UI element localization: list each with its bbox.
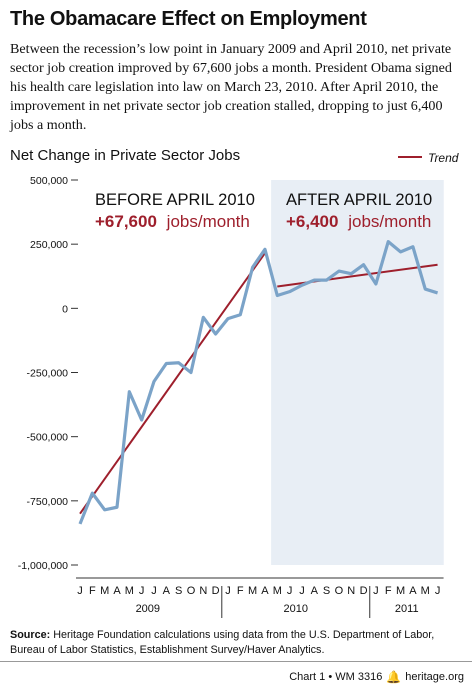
x-tick-label: A bbox=[261, 585, 269, 597]
x-tick-label: D bbox=[360, 585, 368, 597]
y-tick-label: 250,000 bbox=[30, 239, 68, 251]
x-tick-label: F bbox=[385, 585, 392, 597]
x-tick-label: D bbox=[212, 585, 220, 597]
y-tick-label: -250,000 bbox=[27, 368, 69, 380]
x-tick-label: N bbox=[347, 585, 355, 597]
x-tick-label: O bbox=[187, 585, 196, 597]
x-tick-label: A bbox=[163, 585, 171, 597]
footer: Chart 1 • WM 3316 🔔 heritage.org bbox=[289, 670, 464, 684]
x-tick-label: A bbox=[409, 585, 417, 597]
y-axis: 500,000 250,000 0 -250,000 -500,000 -750,000 -… bbox=[18, 175, 78, 572]
after-value-line: +6,400 jobs/month bbox=[286, 212, 431, 231]
x-tick-label: F bbox=[237, 585, 244, 597]
liberty-bell-icon: 🔔 bbox=[386, 670, 402, 684]
before-value: +67,600 bbox=[95, 212, 157, 231]
x-tick-label: M bbox=[100, 585, 109, 597]
site-link[interactable]: heritage.org bbox=[405, 671, 464, 683]
x-tick-label: J bbox=[435, 585, 441, 597]
source-text: Heritage Foundation calculations using d… bbox=[10, 629, 435, 656]
jobs-chart: 500,000 250,000 0 -250,000 -500,000 -750,000 -… bbox=[18, 151, 459, 618]
x-tick-label: O bbox=[335, 585, 344, 597]
chart-legend: Trend bbox=[398, 151, 459, 165]
chart-title: Net Change in Private Sector Jobs bbox=[10, 147, 241, 164]
x-tick-label: J bbox=[139, 585, 145, 597]
after-april-region bbox=[271, 180, 444, 565]
x-year-label: 2011 bbox=[395, 603, 419, 615]
x-year-label: 2010 bbox=[284, 603, 308, 615]
series-line bbox=[78, 240, 439, 525]
y-tick-label: 0 bbox=[62, 303, 68, 315]
trend-line bbox=[79, 252, 266, 515]
x-tick-label: A bbox=[113, 585, 121, 597]
page-title: The Obamacare Effect on Employment bbox=[10, 8, 367, 30]
x-tick-label: M bbox=[421, 585, 430, 597]
before-value-line: +67,600 jobs/month bbox=[95, 212, 250, 231]
after-value: +6,400 bbox=[286, 212, 338, 231]
legend-trend-label: Trend bbox=[428, 151, 459, 165]
x-tick-label: J bbox=[287, 585, 293, 597]
after-unit: jobs/month bbox=[347, 212, 431, 231]
x-tick-label: N bbox=[199, 585, 207, 597]
x-tick-label: M bbox=[248, 585, 257, 597]
chart-id: Chart 1 • WM 3316 bbox=[289, 671, 383, 683]
x-tick-label: J bbox=[77, 585, 83, 597]
x-year-label: 2009 bbox=[136, 603, 160, 615]
chart-annotations: BEFORE APRIL 2010 +67,600 jobs/month AFT… bbox=[95, 191, 432, 231]
y-tick-label: -750,000 bbox=[27, 496, 69, 508]
after-label: AFTER APRIL 2010 bbox=[286, 191, 432, 209]
y-tick-label: -500,000 bbox=[27, 432, 69, 444]
x-tick-label: A bbox=[311, 585, 319, 597]
source-note: Source: Heritage Foundation calculations… bbox=[10, 628, 462, 658]
x-tick-label: S bbox=[323, 585, 330, 597]
x-tick-label: M bbox=[396, 585, 405, 597]
x-tick-label: J bbox=[225, 585, 231, 597]
y-tick-label: 500,000 bbox=[30, 175, 68, 187]
x-tick-label: M bbox=[125, 585, 134, 597]
y-tick-label: -1,000,000 bbox=[18, 560, 68, 572]
x-tick-label: M bbox=[273, 585, 282, 597]
x-tick-label: J bbox=[151, 585, 157, 597]
series-lines bbox=[78, 240, 439, 525]
x-tick-label: J bbox=[373, 585, 379, 597]
before-unit: jobs/month bbox=[166, 212, 250, 231]
intro-paragraph: Between the recession’s low point in Jan… bbox=[10, 41, 452, 133]
x-tick-label: S bbox=[175, 585, 182, 597]
x-tick-label: F bbox=[89, 585, 96, 597]
footer-divider bbox=[0, 661, 472, 662]
source-label: Source: bbox=[10, 629, 51, 641]
before-label: BEFORE APRIL 2010 bbox=[95, 191, 255, 209]
x-tick-label: J bbox=[299, 585, 305, 597]
